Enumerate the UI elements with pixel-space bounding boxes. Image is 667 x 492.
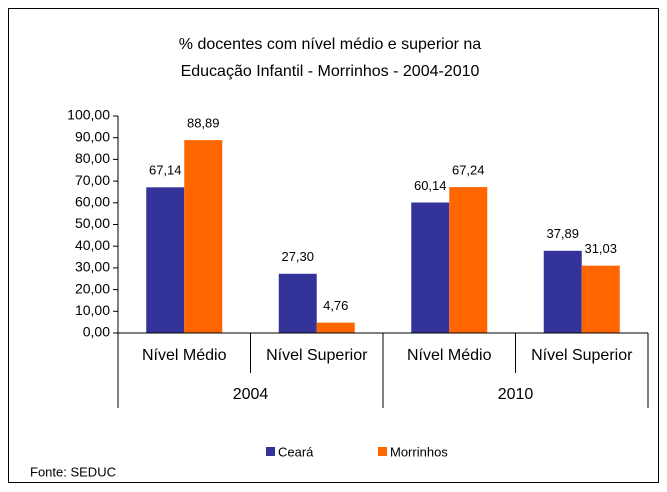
chart-title: Educação Infantil - Morrinhos - 2004-201… xyxy=(181,63,480,80)
y-tick-label: 100,00 xyxy=(67,107,110,123)
bar xyxy=(316,322,355,333)
value-label: 88,89 xyxy=(187,116,220,131)
legend-swatch xyxy=(266,447,275,456)
value-label: 31,03 xyxy=(584,241,617,256)
chart-border xyxy=(8,8,659,483)
bar xyxy=(543,250,582,333)
chart-title: % docentes com nível médio e superior na xyxy=(179,36,481,53)
y-tick-label: 10,00 xyxy=(75,302,110,318)
y-tick-label: 60,00 xyxy=(75,194,110,210)
bar xyxy=(184,140,223,333)
bar xyxy=(146,187,185,333)
x-tick-label: Nível Médio xyxy=(407,347,492,364)
y-tick-label: 0,00 xyxy=(83,324,110,340)
legend-swatch xyxy=(378,447,387,456)
value-label: 67,14 xyxy=(149,163,182,178)
legend-label: Ceará xyxy=(278,444,314,459)
legend-label: Morrinhos xyxy=(390,444,448,459)
value-label: 4,76 xyxy=(323,298,348,313)
y-tick-label: 70,00 xyxy=(75,172,110,188)
y-tick-label: 20,00 xyxy=(75,280,110,296)
y-tick-label: 80,00 xyxy=(75,150,110,166)
x-tick-label: Nível Médio xyxy=(142,347,227,364)
source-note: Fonte: SEDUC xyxy=(30,464,116,479)
value-label: 60,14 xyxy=(414,178,447,193)
y-tick-label: 40,00 xyxy=(75,237,110,253)
group-label: 2010 xyxy=(498,386,534,403)
x-tick-label: Nível Superior xyxy=(531,347,633,364)
bar xyxy=(278,273,317,333)
x-tick-label: Nível Superior xyxy=(266,347,368,364)
bar xyxy=(449,187,488,333)
value-label: 27,30 xyxy=(281,249,314,264)
bar xyxy=(581,265,620,333)
group-label: 2004 xyxy=(233,386,269,403)
y-tick-label: 30,00 xyxy=(75,259,110,275)
value-label: 67,24 xyxy=(452,163,485,178)
y-tick-label: 90,00 xyxy=(75,128,110,144)
bar xyxy=(411,202,450,333)
value-label: 37,89 xyxy=(546,226,579,241)
y-tick-label: 50,00 xyxy=(75,215,110,231)
